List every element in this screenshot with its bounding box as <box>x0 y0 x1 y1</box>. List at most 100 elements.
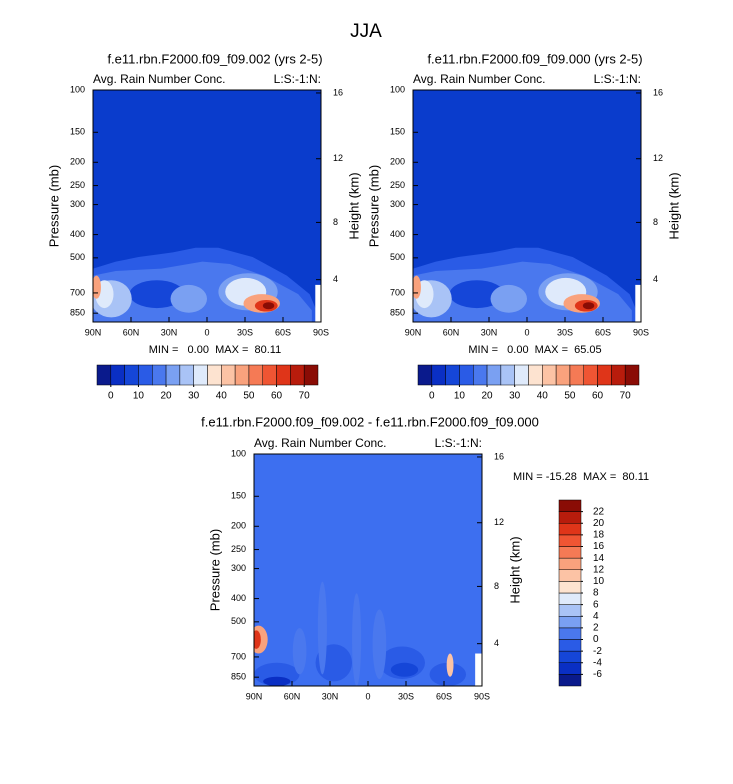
y-tick-label: 300 <box>231 563 246 573</box>
y-tick-label: 700 <box>70 287 85 297</box>
colorbar-label: 0 <box>108 391 114 402</box>
colorbar-box <box>221 364 236 386</box>
panel-title: f.e11.rbn.F2000.f09_f09.002 - f.e11.rbn.… <box>201 414 539 429</box>
colorbar-box <box>152 364 167 386</box>
colorbar-box <box>558 639 582 652</box>
x-tick-label: 90N <box>246 691 263 701</box>
y-tick-label: 850 <box>390 308 405 318</box>
colorbar-box <box>624 364 640 386</box>
colorbar-label: 14 <box>593 553 605 564</box>
y-tick-label: 400 <box>231 593 246 603</box>
y2-tick-label: 4 <box>494 638 499 648</box>
colorbar-label: 70 <box>299 391 311 402</box>
y2-axis-label: Height (km) <box>346 172 361 239</box>
colorbar-box <box>290 364 305 386</box>
y2-tick-label: 16 <box>494 451 504 461</box>
colorbar-box <box>207 364 222 386</box>
colorbar-label: 8 <box>593 588 599 599</box>
x-tick-label: 30S <box>237 327 253 337</box>
y2-tick-label: 12 <box>653 153 663 163</box>
contour-region <box>263 676 291 686</box>
colorbar-label: 22 <box>593 506 605 517</box>
y-tick-label: 150 <box>70 127 85 137</box>
colorbar-label: 16 <box>593 541 605 552</box>
left-label: Avg. Rain Number Conc. <box>254 436 387 450</box>
missing-region <box>475 653 482 686</box>
contour-region <box>129 280 185 309</box>
colorbar-label: 0 <box>593 634 599 645</box>
y2-tick-label: 12 <box>494 517 504 527</box>
contour-region <box>254 630 261 649</box>
colorbar-label: 20 <box>161 391 173 402</box>
colorbar-box <box>558 557 582 570</box>
colorbar-label: 60 <box>271 391 283 402</box>
colorbar-box <box>431 364 446 386</box>
contour-region <box>446 653 454 677</box>
x-tick-label: 30S <box>398 691 414 701</box>
colorbar-box <box>597 364 612 386</box>
y-tick-label: 850 <box>231 672 246 682</box>
contour-field <box>413 90 641 322</box>
colorbar-box <box>514 364 529 386</box>
contour-region <box>170 284 207 313</box>
left-label: Avg. Rain Number Conc. <box>413 72 546 86</box>
colorbar-box <box>486 364 502 386</box>
colorbar-box <box>124 364 139 386</box>
x-tick-label: 30N <box>322 691 339 701</box>
colorbar-box <box>165 364 181 386</box>
colorbar-box <box>558 581 582 594</box>
colorbar-label: 12 <box>593 564 605 575</box>
y2-tick-label: 12 <box>333 153 343 163</box>
contour-region <box>449 280 505 309</box>
colorbar-label: 70 <box>620 391 632 402</box>
y2-tick-label: 8 <box>333 217 338 227</box>
y-tick-label: 200 <box>231 521 246 531</box>
y-tick-label: 500 <box>390 252 405 262</box>
y-axis-label: Pressure (mb) <box>46 165 61 247</box>
x-tick-label: 30S <box>557 327 573 337</box>
colorbar-label: 6 <box>593 599 599 610</box>
colorbar-box <box>558 604 582 617</box>
colorbar-box <box>459 364 474 386</box>
colorbar-label: 4 <box>593 611 599 622</box>
x-tick-label: 90S <box>474 691 490 701</box>
stats-label: MIN = 0.00 MAX = 65.05 <box>468 344 601 356</box>
y-tick-label: 150 <box>390 127 405 137</box>
y2-tick-label: 8 <box>494 581 499 591</box>
y-tick-label: 500 <box>70 252 85 262</box>
colorbar-label: 2 <box>593 623 599 634</box>
contour-region <box>317 581 327 675</box>
colorbar-label: 40 <box>216 391 228 402</box>
contour-field <box>93 90 321 322</box>
y-tick-label: 100 <box>70 84 85 94</box>
colorbar-box <box>611 364 626 386</box>
contour-region <box>490 284 527 313</box>
x-tick-label: 0 <box>524 327 529 337</box>
contour-region <box>262 302 275 310</box>
colorbar-box <box>558 523 582 536</box>
figure-title: JJA <box>350 21 382 42</box>
colorbar-label: 50 <box>564 391 576 402</box>
y2-axis-label: Height (km) <box>507 536 522 603</box>
colorbar-label: 50 <box>243 391 255 402</box>
contour-region <box>352 593 362 686</box>
colorbar-box <box>417 364 433 386</box>
right-label: L:S:-1:N: <box>594 72 641 86</box>
left-label: Avg. Rain Number Conc. <box>93 72 226 86</box>
colorbar-box <box>542 364 557 386</box>
y-tick-label: 100 <box>231 448 246 458</box>
colorbar-box <box>558 616 582 629</box>
y-tick-label: 100 <box>390 84 405 94</box>
stats-label: MIN = 0.00 MAX = 80.11 <box>149 344 281 356</box>
right-label: L:S:-1:N: <box>435 436 482 450</box>
colorbar-box <box>303 364 319 386</box>
colorbar-box <box>558 627 582 640</box>
x-tick-label: 60N <box>123 327 140 337</box>
colorbar-label: 10 <box>454 391 466 402</box>
colorbar-box <box>276 364 291 386</box>
y-tick-label: 400 <box>390 229 405 239</box>
x-tick-label: 90S <box>633 327 649 337</box>
y-tick-label: 250 <box>390 180 405 190</box>
colorbar-box <box>262 364 277 386</box>
